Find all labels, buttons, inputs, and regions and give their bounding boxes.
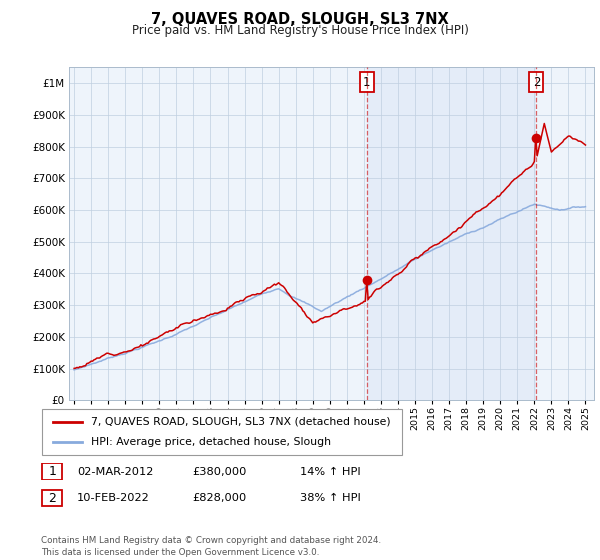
Text: £828,000: £828,000 [192, 493, 246, 503]
Text: 02-MAR-2012: 02-MAR-2012 [77, 466, 153, 477]
Text: 1: 1 [48, 465, 56, 478]
Bar [367, 67, 536, 400]
Text: 1: 1 [363, 76, 371, 88]
Text: Contains HM Land Registry data © Crown copyright and database right 2024.
This d: Contains HM Land Registry data © Crown c… [41, 536, 381, 557]
FancyBboxPatch shape [42, 491, 62, 506]
Text: 38% ↑ HPI: 38% ↑ HPI [300, 493, 361, 503]
Text: 7, QUAVES ROAD, SLOUGH, SL3 7NX (detached house): 7, QUAVES ROAD, SLOUGH, SL3 7NX (detache… [91, 417, 390, 427]
Text: 2: 2 [48, 492, 56, 505]
Text: 2: 2 [533, 76, 540, 88]
FancyBboxPatch shape [42, 409, 402, 455]
FancyBboxPatch shape [42, 464, 62, 479]
Text: £380,000: £380,000 [192, 466, 247, 477]
Text: 10-FEB-2022: 10-FEB-2022 [77, 493, 149, 503]
Text: HPI: Average price, detached house, Slough: HPI: Average price, detached house, Slou… [91, 437, 331, 447]
Text: 7, QUAVES ROAD, SLOUGH, SL3 7NX: 7, QUAVES ROAD, SLOUGH, SL3 7NX [151, 12, 449, 27]
Text: Price paid vs. HM Land Registry's House Price Index (HPI): Price paid vs. HM Land Registry's House … [131, 24, 469, 36]
Text: 14% ↑ HPI: 14% ↑ HPI [300, 466, 361, 477]
